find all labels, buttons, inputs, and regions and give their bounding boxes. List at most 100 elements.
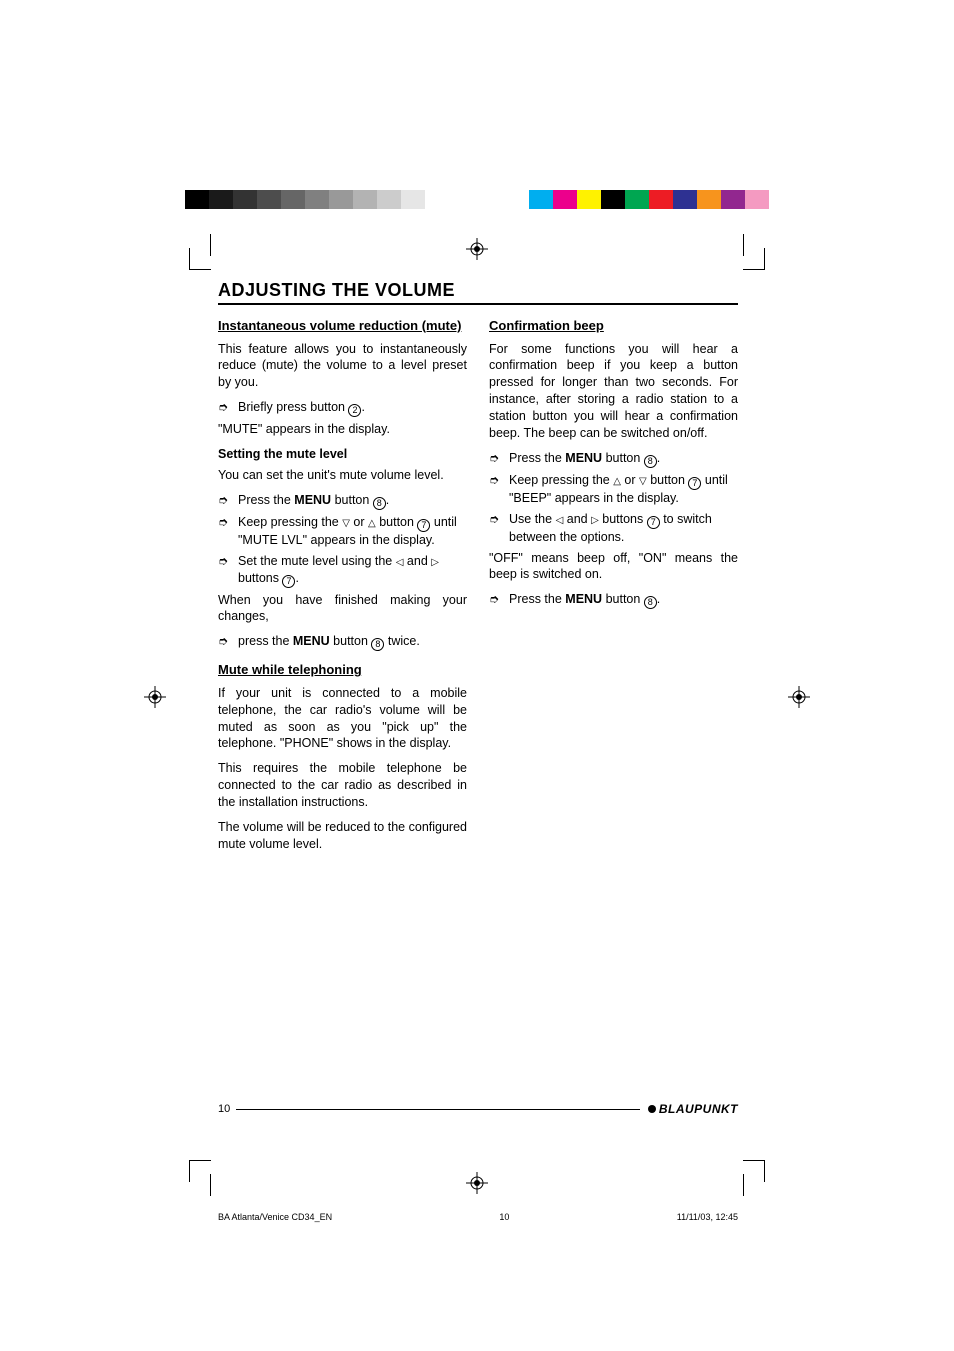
step-bold: MENU — [293, 634, 330, 648]
calibration-swatch — [553, 190, 577, 209]
step-text: Briefly press button — [238, 400, 348, 414]
up-triangle-icon: △ — [368, 519, 376, 529]
para: You can set the unit's mute volume level… — [218, 467, 467, 484]
circled-number: 7 — [647, 516, 660, 529]
step-text: buttons — [238, 571, 282, 585]
calibration-swatch — [529, 190, 553, 209]
footer-rule — [236, 1109, 640, 1110]
step-item: ➮ Keep pressing the ▽ or △ button 7 unti… — [218, 514, 467, 549]
step-item: ➮ press the MENU button 8 twice. — [218, 633, 467, 651]
brand-logo: BLAUPUNKT — [648, 1102, 738, 1116]
right-column: Confirmation beep For some functions you… — [489, 317, 738, 861]
para: If your unit is connected to a mobile te… — [218, 685, 467, 753]
circled-number: 7 — [417, 519, 430, 532]
step-text: button — [647, 473, 689, 487]
step-bold: MENU — [565, 451, 602, 465]
step-arrow-icon: ➮ — [218, 553, 232, 588]
slug-file: BA Atlanta/Venice CD34_EN — [218, 1212, 332, 1222]
circled-number: 2 — [348, 404, 361, 417]
para: This requires the mobile telephone be co… — [218, 760, 467, 811]
calibration-swatch — [745, 190, 769, 209]
down-triangle-icon: ▽ — [639, 477, 647, 487]
step-text: button — [331, 493, 373, 507]
subhead-mute: Instantaneous volume reduction (mute) — [218, 317, 467, 335]
step-item: ➮ Set the mute level using the ◁ and ▷ b… — [218, 553, 467, 588]
step-text: press the — [238, 634, 293, 648]
crop-mark-bl — [175, 1160, 211, 1196]
para: The volume will be reduced to the config… — [218, 819, 467, 853]
step-item: ➮ Press the MENU button 8. — [218, 492, 467, 510]
step-text: Set the mute level using the — [238, 554, 396, 568]
crop-mark-br — [743, 1160, 779, 1196]
step-arrow-icon: ➮ — [218, 492, 232, 510]
calibration-swatch — [209, 190, 233, 209]
crop-mark-tl — [175, 234, 211, 270]
page-number: 10 — [218, 1103, 230, 1115]
step-arrow-icon: ➮ — [489, 472, 503, 507]
section-title: ADJUSTING THE VOLUME — [218, 280, 738, 305]
step-text: button — [330, 634, 372, 648]
circled-number: 8 — [644, 596, 657, 609]
step-text: Press the — [238, 493, 294, 507]
step-text: twice. — [384, 634, 419, 648]
step-arrow-icon: ➮ — [218, 633, 232, 651]
step-arrow-icon: ➮ — [489, 591, 503, 609]
step-item: ➮ Keep pressing the △ or ▽ button 7 unti… — [489, 472, 738, 507]
register-mark-bottom — [466, 1172, 488, 1194]
calibration-swatch — [305, 190, 329, 209]
step-text: or — [621, 473, 639, 487]
slug-timestamp: 11/11/03, 12:45 — [677, 1212, 738, 1222]
circled-number: 8 — [371, 638, 384, 651]
step-text: . — [361, 400, 364, 414]
calibration-swatch — [233, 190, 257, 209]
page-footer: 10 BLAUPUNKT — [218, 1102, 738, 1116]
circled-number: 7 — [282, 575, 295, 588]
circled-number: 7 — [688, 477, 701, 490]
calibration-swatch — [329, 190, 353, 209]
step-text: Keep pressing the — [509, 473, 613, 487]
step-text: Press the — [509, 451, 565, 465]
step-bold: MENU — [294, 493, 331, 507]
step-arrow-icon: ➮ — [218, 514, 232, 549]
subhead-mute-level: Setting the mute level — [218, 446, 467, 463]
crop-mark-tr — [743, 234, 779, 270]
step-text: button — [602, 451, 644, 465]
calibration-swatch — [353, 190, 377, 209]
left-column: Instantaneous volume reduction (mute) Th… — [218, 317, 467, 861]
para: This feature allows you to instantaneous… — [218, 341, 467, 392]
brand-text: BLAUPUNKT — [659, 1102, 738, 1116]
step-text: button — [376, 515, 418, 529]
step-arrow-icon: ➮ — [489, 511, 503, 546]
brand-dot-icon — [648, 1105, 656, 1113]
slug-line: BA Atlanta/Venice CD34_EN 10 11/11/03, 1… — [218, 1212, 738, 1222]
step-text: and — [403, 554, 431, 568]
para: For some functions you will hear a confi… — [489, 341, 738, 442]
para: "OFF" means beep off, "ON" means the bee… — [489, 550, 738, 584]
right-triangle-icon: ▷ — [591, 516, 599, 526]
step-text: buttons — [599, 512, 647, 526]
step-text: Use the — [509, 512, 556, 526]
step-text: . — [657, 592, 660, 606]
calibration-swatch — [649, 190, 673, 209]
step-text: or — [350, 515, 368, 529]
calibration-swatch — [281, 190, 305, 209]
down-triangle-icon: ▽ — [342, 519, 350, 529]
calibration-swatch — [185, 190, 209, 209]
subhead-beep: Confirmation beep — [489, 317, 738, 335]
right-triangle-icon: ▷ — [431, 558, 439, 568]
calibration-swatch — [577, 190, 601, 209]
calibration-swatch — [625, 190, 649, 209]
step-item: ➮ Briefly press button 2. — [218, 399, 467, 417]
slug-page: 10 — [499, 1212, 509, 1222]
step-item: ➮ Press the MENU button 8. — [489, 450, 738, 468]
subhead-mute-phone: Mute while telephoning — [218, 661, 467, 679]
calibration-swatch — [401, 190, 425, 209]
step-bold: MENU — [565, 592, 602, 606]
circled-number: 8 — [644, 455, 657, 468]
step-text: and — [563, 512, 591, 526]
step-arrow-icon: ➮ — [218, 399, 232, 417]
step-arrow-icon: ➮ — [489, 450, 503, 468]
register-mark-right — [788, 686, 810, 708]
calibration-swatch — [697, 190, 721, 209]
step-text: . — [657, 451, 660, 465]
